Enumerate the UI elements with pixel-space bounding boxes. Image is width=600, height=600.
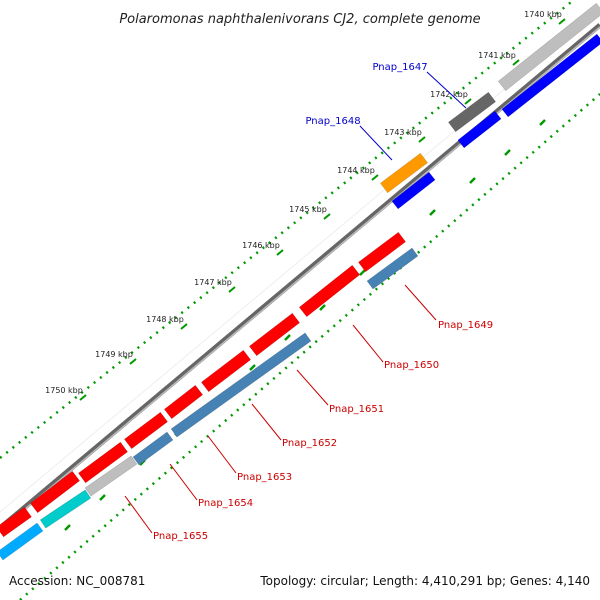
leader-line (207, 435, 237, 474)
feature-steelblue[interactable] (170, 332, 312, 438)
tick-label: 1744 kbp (337, 166, 375, 175)
tick-mark (79, 394, 87, 401)
feature-steelblue[interactable] (132, 431, 174, 466)
backbone-inner (0, 8, 600, 513)
tick-mark (504, 149, 511, 156)
gene-label[interactable]: Pnap_1648 (305, 116, 360, 127)
tick-mark (228, 286, 236, 293)
feature-red[interactable] (248, 312, 301, 357)
tick-mark (418, 136, 426, 143)
tick-label: 1748 kbp (146, 315, 184, 324)
inner-ruler-line (19, 93, 600, 600)
tick-mark (558, 18, 566, 25)
backbone-outer (0, 23, 600, 530)
tick-mark (371, 174, 379, 181)
feature-red[interactable] (298, 264, 361, 318)
tick-label: 1745 kbp (289, 205, 327, 214)
feature-red[interactable] (163, 384, 204, 420)
tick-mark (129, 358, 137, 365)
feature-red[interactable] (358, 231, 406, 273)
leader-line (404, 284, 437, 321)
backbone-highlight (0, 26, 600, 531)
tick-mark (323, 213, 331, 220)
gene-label[interactable]: Pnap_1652 (282, 438, 337, 449)
feature-gray[interactable] (497, 2, 600, 92)
gene-pnap-1649-bar[interactable] (366, 247, 419, 290)
tick-label: 1742 kbp (430, 90, 468, 99)
tick-mark (99, 494, 106, 501)
feature-orange[interactable] (380, 152, 428, 194)
leader-line (359, 125, 393, 161)
tick-mark (512, 59, 520, 66)
tick-mark (180, 323, 188, 330)
feature-gray[interactable] (84, 455, 138, 497)
outer-ruler-line (0, 0, 576, 459)
tick-mark (64, 524, 71, 531)
gene-label[interactable]: Pnap_1647 (372, 62, 427, 73)
tick-mark (319, 304, 326, 311)
feature-blue[interactable] (501, 33, 600, 118)
feature-red[interactable] (201, 349, 251, 393)
tick-mark (539, 119, 546, 126)
leader-line (426, 71, 467, 109)
tick-mark (429, 209, 436, 216)
tick-label: 1746 kbp (242, 241, 280, 250)
feature-group (0, 2, 600, 561)
gene-label[interactable]: Pnap_1651 (329, 404, 384, 415)
feature-red[interactable] (78, 441, 128, 484)
tick-label: 1743 kbp (384, 128, 422, 137)
gene-label-group: Pnap_1647 Pnap_1648 Pnap_1649 Pnap_1650 Pnap… (124, 62, 493, 542)
tick-mark (464, 98, 472, 105)
leader-line (169, 463, 198, 501)
feature-skyblue[interactable] (0, 522, 44, 561)
leader-line (296, 369, 329, 406)
feature-cyan[interactable] (39, 489, 92, 529)
gene-pnap-1647[interactable] (457, 110, 502, 149)
gene-label[interactable]: Pnap_1653 (237, 472, 292, 483)
leader-line (251, 403, 282, 441)
accession-label: Accession: NC_008781 (9, 574, 146, 588)
gene-label[interactable]: Pnap_1649 (438, 320, 493, 331)
feature-red[interactable] (30, 470, 80, 514)
leader-line (124, 495, 153, 534)
tick-mark (469, 177, 476, 184)
feature-darkgray[interactable] (448, 91, 496, 133)
tick-mark (359, 269, 366, 276)
leader-line (352, 324, 384, 363)
gene-label[interactable]: Pnap_1654 (198, 498, 253, 509)
tick-label: 1741 kbp (478, 51, 516, 60)
topology-label: Topology: circular; Length: 4,410,291 bp… (260, 574, 590, 588)
feature-red[interactable] (0, 506, 32, 538)
feature-red[interactable] (124, 411, 168, 450)
gene-label[interactable]: Pnap_1650 (384, 360, 439, 371)
tick-mark (276, 249, 284, 256)
tick-mark (284, 334, 291, 341)
tick-label: 1750 kbp (45, 386, 83, 395)
tick-mark (249, 364, 256, 371)
genome-title: Polaromonas naphthalenivorans CJ2, compl… (119, 12, 480, 27)
gene-label[interactable]: Pnap_1655 (153, 531, 208, 542)
gene-pnap-1648[interactable] (391, 171, 436, 210)
tick-group: 1740 kbp 1741 kbp 1742 kbp 1743 kbp 1744 kbp… (45, 10, 566, 531)
tick-label: 1747 kbp (194, 278, 232, 287)
tick-label: 1740 kbp (524, 10, 562, 19)
tick-label: 1749 kbp (95, 350, 133, 359)
